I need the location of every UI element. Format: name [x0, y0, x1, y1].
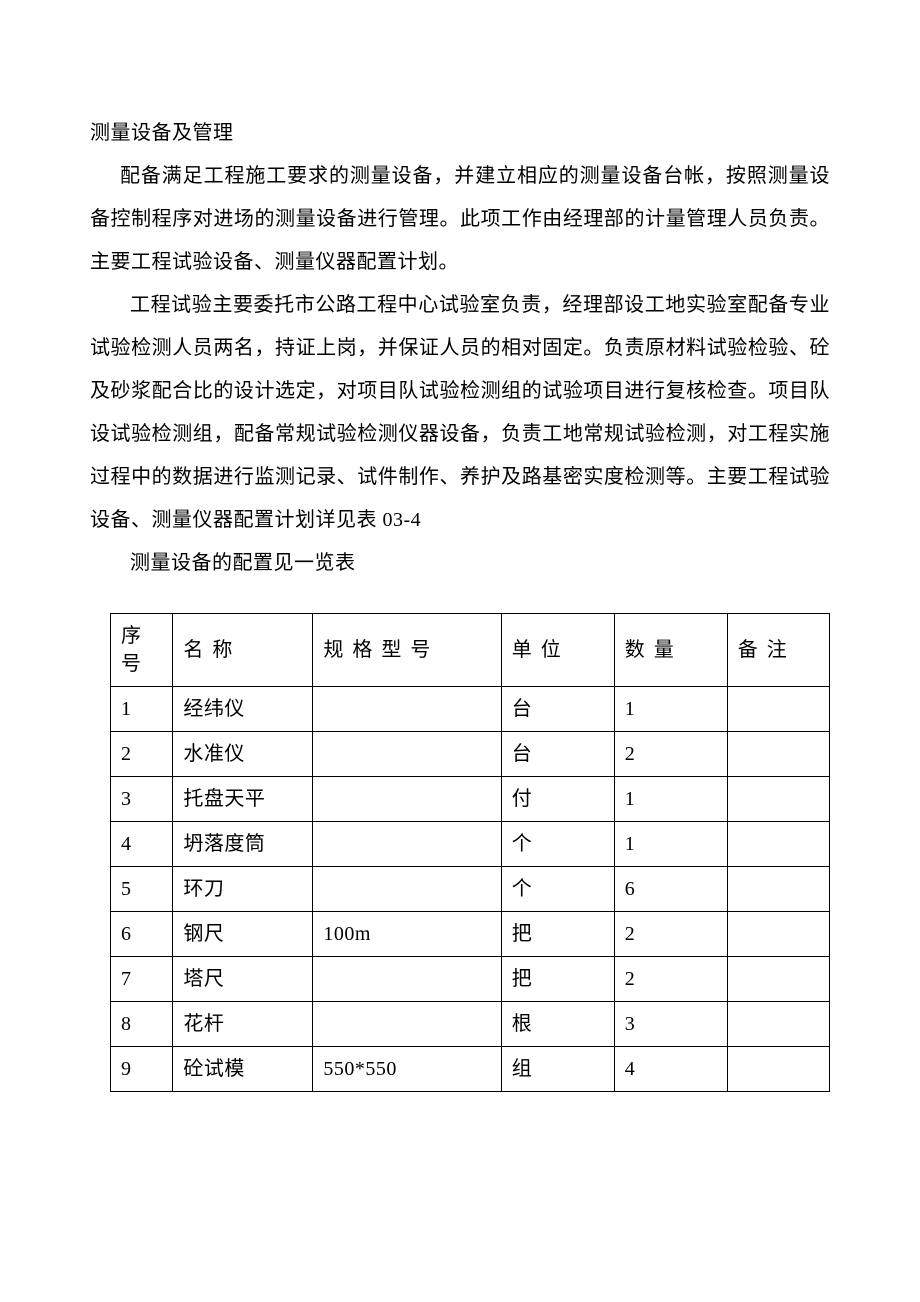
cell-name: 托盘天平	[173, 777, 313, 822]
cell-name: 塔尺	[173, 957, 313, 1002]
table-row: 2 水准仪 台 2	[111, 732, 830, 777]
cell-spec	[313, 732, 501, 777]
cell-name: 经纬仪	[173, 687, 313, 732]
cell-seq: 4	[111, 822, 173, 867]
cell-name: 花杆	[173, 1002, 313, 1047]
col-header-unit: 单 位	[501, 614, 614, 687]
cell-note	[727, 1002, 829, 1047]
col-header-qty: 数 量	[614, 614, 727, 687]
cell-spec: 100m	[313, 912, 501, 957]
cell-spec	[313, 1002, 501, 1047]
cell-unit: 个	[501, 867, 614, 912]
cell-seq: 9	[111, 1047, 173, 1092]
cell-unit: 把	[501, 957, 614, 1002]
cell-note	[727, 912, 829, 957]
cell-spec	[313, 957, 501, 1002]
cell-name: 水准仪	[173, 732, 313, 777]
table-row: 6 钢尺 100m 把 2	[111, 912, 830, 957]
table-body: 1 经纬仪 台 1 2 水准仪 台 2 3 托盘天平 付 1 4 坍落度筒	[111, 687, 830, 1092]
cell-qty: 2	[614, 912, 727, 957]
cell-qty: 1	[614, 687, 727, 732]
cell-name: 砼试模	[173, 1047, 313, 1092]
col-header-seq: 序 号	[111, 614, 173, 687]
cell-unit: 台	[501, 732, 614, 777]
cell-qty: 1	[614, 822, 727, 867]
table-row: 9 砼试模 550*550 组 4	[111, 1047, 830, 1092]
cell-unit: 个	[501, 822, 614, 867]
paragraph-1: 配备满足工程施工要求的测量设备，并建立相应的测量设备台帐，按照测量设备控制程序对…	[90, 155, 830, 284]
cell-name: 环刀	[173, 867, 313, 912]
cell-note	[727, 957, 829, 1002]
table-row: 5 环刀 个 6	[111, 867, 830, 912]
cell-note	[727, 822, 829, 867]
table-row: 8 花杆 根 3	[111, 1002, 830, 1047]
table-row: 7 塔尺 把 2	[111, 957, 830, 1002]
cell-qty: 6	[614, 867, 727, 912]
cell-qty: 3	[614, 1002, 727, 1047]
cell-note	[727, 777, 829, 822]
section-heading: 测量设备及管理	[90, 112, 830, 155]
cell-name: 坍落度筒	[173, 822, 313, 867]
table-header-row: 序 号 名 称 规 格 型 号 单 位 数 量 备 注	[111, 614, 830, 687]
cell-qty: 2	[614, 957, 727, 1002]
col-header-note: 备 注	[727, 614, 829, 687]
cell-seq: 3	[111, 777, 173, 822]
cell-seq: 8	[111, 1002, 173, 1047]
cell-qty: 1	[614, 777, 727, 822]
cell-unit: 组	[501, 1047, 614, 1092]
cell-seq: 6	[111, 912, 173, 957]
cell-unit: 台	[501, 687, 614, 732]
cell-seq: 5	[111, 867, 173, 912]
table-row: 4 坍落度筒 个 1	[111, 822, 830, 867]
cell-note	[727, 687, 829, 732]
cell-unit: 把	[501, 912, 614, 957]
cell-spec	[313, 867, 501, 912]
col-header-name: 名 称	[173, 614, 313, 687]
cell-spec	[313, 687, 501, 732]
col-header-spec: 规 格 型 号	[313, 614, 501, 687]
cell-seq: 1	[111, 687, 173, 732]
cell-note	[727, 867, 829, 912]
table-caption: 测量设备的配置见一览表	[90, 542, 830, 585]
cell-seq: 2	[111, 732, 173, 777]
cell-seq: 7	[111, 957, 173, 1002]
cell-spec	[313, 777, 501, 822]
cell-unit: 根	[501, 1002, 614, 1047]
table-row: 3 托盘天平 付 1	[111, 777, 830, 822]
cell-note	[727, 1047, 829, 1092]
cell-unit: 付	[501, 777, 614, 822]
cell-spec	[313, 822, 501, 867]
equipment-table: 序 号 名 称 规 格 型 号 单 位 数 量 备 注 1 经纬仪 台 1 2 …	[110, 613, 830, 1092]
cell-note	[727, 732, 829, 777]
table-row: 1 经纬仪 台 1	[111, 687, 830, 732]
cell-name: 钢尺	[173, 912, 313, 957]
cell-spec: 550*550	[313, 1047, 501, 1092]
cell-qty: 2	[614, 732, 727, 777]
cell-qty: 4	[614, 1047, 727, 1092]
paragraph-2: 工程试验主要委托市公路工程中心试验室负责，经理部设工地实验室配备专业试验检测人员…	[90, 284, 830, 542]
